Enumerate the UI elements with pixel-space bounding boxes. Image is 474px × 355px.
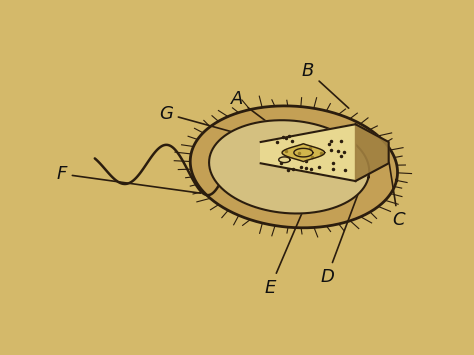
Polygon shape xyxy=(209,120,369,213)
Text: E: E xyxy=(264,201,307,296)
Polygon shape xyxy=(282,144,325,162)
Polygon shape xyxy=(190,106,398,228)
Text: G: G xyxy=(159,105,253,138)
Polygon shape xyxy=(356,124,389,181)
Text: B: B xyxy=(302,62,349,108)
Polygon shape xyxy=(261,124,356,181)
Text: F: F xyxy=(56,165,201,193)
Text: D: D xyxy=(320,191,359,286)
Text: C: C xyxy=(389,163,404,229)
Text: A: A xyxy=(231,91,287,137)
